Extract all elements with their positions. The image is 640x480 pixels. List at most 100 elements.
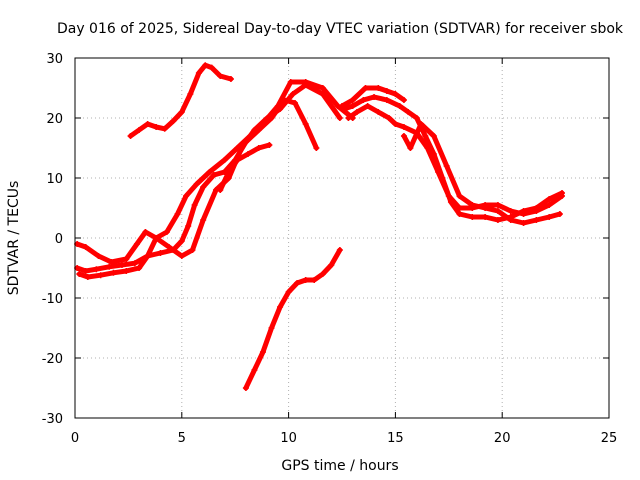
data-point — [247, 133, 254, 139]
data-point — [482, 205, 489, 211]
data-point — [165, 244, 172, 250]
data-point — [178, 238, 185, 244]
data-point — [349, 103, 356, 109]
x-axis-ticks: 0 5 10 15 20 25 — [71, 58, 617, 446]
data-point — [142, 229, 149, 235]
data-point — [507, 208, 514, 214]
data-point — [494, 208, 501, 214]
series-line — [345, 103, 565, 217]
data-point — [84, 274, 91, 280]
chart-title: Day 016 of 2025, Sidereal Day-to-day VTE… — [57, 21, 624, 37]
data-point — [185, 223, 192, 229]
data-point — [400, 133, 407, 139]
x-tick-label: 20 — [494, 431, 511, 446]
data-point — [341, 106, 348, 112]
data-point — [136, 127, 143, 133]
y-tick-label: 20 — [46, 112, 63, 127]
data-point — [95, 253, 102, 259]
data-point — [245, 151, 252, 157]
grid-lines — [75, 58, 609, 418]
data-point — [97, 272, 104, 279]
data-point — [482, 214, 489, 220]
data-point — [349, 97, 356, 103]
data-point — [556, 211, 563, 217]
x-tick-label: 25 — [601, 431, 618, 446]
series-trace-4 — [74, 79, 356, 265]
data-point — [422, 133, 429, 139]
series-trace-3 — [76, 82, 343, 280]
data-point — [533, 208, 540, 214]
data-point — [118, 262, 125, 268]
data-point — [520, 211, 527, 217]
data-point — [108, 259, 115, 265]
data-point — [178, 109, 185, 115]
data-point — [217, 73, 224, 79]
data-point — [430, 133, 437, 139]
data-point — [227, 76, 234, 82]
data-point — [163, 229, 170, 235]
data-point — [520, 220, 527, 226]
data-point — [217, 187, 224, 193]
data-point — [360, 97, 367, 103]
data-point — [385, 115, 392, 121]
x-tick-label: 5 — [178, 431, 186, 446]
data-point — [153, 235, 160, 241]
data-point — [133, 241, 140, 247]
y-axis-label: SDTVAR / TECUs — [6, 181, 22, 296]
data-point — [157, 250, 164, 256]
data-point — [251, 367, 258, 373]
data-point — [364, 103, 371, 109]
y-tick-label: 30 — [46, 52, 63, 67]
data-point — [266, 142, 273, 148]
data-point — [469, 214, 476, 220]
data-point — [375, 109, 382, 115]
data-point — [277, 304, 284, 310]
series-trace-5 — [217, 142, 273, 193]
x-tick-label: 10 — [280, 431, 297, 446]
data-point — [136, 265, 143, 271]
data-point — [435, 169, 442, 175]
data-point — [200, 184, 207, 190]
data-point — [191, 202, 198, 208]
series-line — [76, 82, 343, 280]
data-point — [210, 172, 217, 178]
data-point — [202, 62, 209, 69]
data-point — [328, 262, 335, 268]
data-point — [362, 85, 369, 91]
data-point — [424, 145, 431, 151]
data-point — [418, 121, 425, 127]
data-point — [268, 325, 275, 331]
data-point — [274, 103, 281, 109]
data-point — [187, 91, 194, 97]
data-point — [494, 217, 501, 223]
data-point — [443, 163, 450, 169]
data-point — [287, 79, 294, 85]
data-point — [161, 125, 168, 132]
series-trace-1 — [127, 62, 234, 139]
data-point — [319, 271, 326, 277]
series-line — [128, 62, 234, 139]
data-point — [456, 211, 463, 217]
data-point — [336, 247, 343, 253]
data-point — [345, 115, 352, 121]
x-tick-label: 15 — [387, 431, 404, 446]
series-trace-6 — [242, 247, 343, 391]
data-point — [110, 269, 117, 276]
data-point — [189, 247, 196, 253]
data-point — [383, 97, 390, 103]
data-point — [206, 169, 213, 175]
data-point — [234, 145, 241, 151]
data-point — [392, 91, 399, 97]
data-point — [407, 145, 414, 151]
data-point — [221, 157, 228, 163]
data-point — [507, 217, 514, 223]
data-point — [82, 244, 89, 250]
data-point — [302, 79, 309, 85]
data-point — [383, 88, 390, 94]
data-point — [400, 97, 407, 103]
y-tick-label: -20 — [42, 352, 63, 367]
data-point — [392, 121, 399, 127]
data-point — [396, 103, 403, 109]
data-point — [170, 118, 177, 124]
y-tick-label: 0 — [55, 232, 63, 247]
